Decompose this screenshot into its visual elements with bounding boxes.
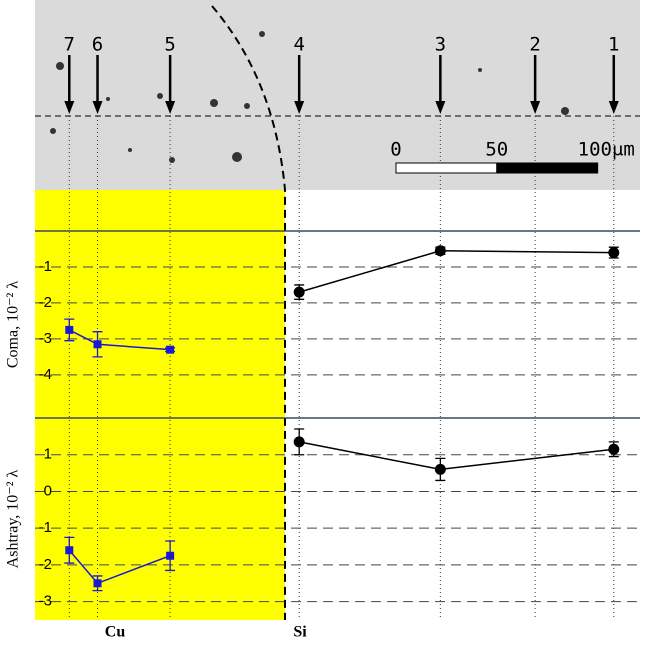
marker-label: 4: [293, 34, 304, 56]
point: [608, 443, 620, 455]
cu-region: [35, 190, 285, 620]
point: [93, 579, 102, 588]
point: [166, 345, 175, 354]
arrow-head: [64, 101, 75, 114]
scale-segment: [496, 162, 599, 174]
y-tick-label: -1: [39, 519, 52, 536]
scale-label: 100μm: [578, 139, 635, 161]
point: [434, 245, 446, 257]
region-label: Si: [293, 624, 307, 641]
arrow-head: [435, 101, 446, 114]
marker-label: 1: [608, 34, 619, 56]
y-tick-label: 0: [44, 482, 52, 499]
scale-label: 0: [390, 139, 401, 161]
point: [65, 325, 74, 334]
y-tick-label: -1: [39, 258, 52, 275]
region-label: Cu: [105, 624, 126, 641]
marker-label: 5: [164, 34, 175, 56]
point: [93, 340, 102, 349]
marker-label: 2: [529, 34, 540, 56]
marker-label: 3: [435, 34, 446, 56]
y-axis-title: Ashtray, 10⁻² λ: [5, 469, 22, 568]
arrow-head: [530, 101, 541, 114]
arrow-head: [92, 101, 103, 114]
point: [293, 436, 305, 448]
point: [293, 286, 305, 298]
y-tick-label: -4: [39, 366, 52, 383]
y-tick-label: -3: [39, 593, 52, 610]
marker-label: 6: [92, 34, 103, 56]
point: [608, 247, 620, 259]
point: [65, 546, 74, 555]
point: [166, 551, 175, 560]
y-axis-title: Coma, 10⁻² λ: [5, 281, 22, 368]
y-tick-label: -3: [39, 330, 52, 347]
arrow-head: [165, 101, 176, 114]
particles: [50, 31, 569, 163]
series-line: [298, 250, 614, 293]
series-line: [299, 441, 614, 471]
y-tick-label: -2: [39, 294, 52, 311]
y-tick-label: -2: [39, 556, 52, 573]
point: [434, 463, 446, 475]
boundary: [211, 5, 286, 620]
marker-label: 7: [64, 34, 75, 56]
micrograph: [35, 0, 640, 190]
scale-label: 50: [485, 139, 508, 161]
arrow-head: [608, 101, 619, 114]
arrow-head: [294, 101, 305, 114]
scale-segment: [395, 162, 498, 174]
y-tick-label: 1: [44, 446, 52, 463]
